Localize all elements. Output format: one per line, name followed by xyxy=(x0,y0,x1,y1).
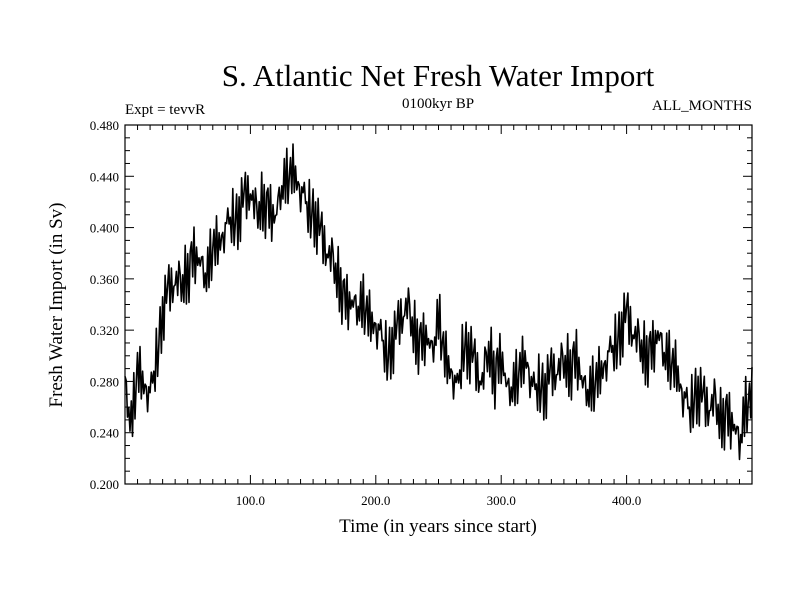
y-tick-label: 0.240 xyxy=(90,426,119,441)
subtitle-right: ALL_MONTHS xyxy=(652,98,752,114)
x-axis-label: Time (in years since start) xyxy=(339,516,537,537)
y-axis-ticks: 0.200 0.240 0.280 0.320 0.360 0.400 0.440 0.480 xyxy=(90,118,752,492)
series-line xyxy=(124,143,753,461)
y-tick-label: 0.400 xyxy=(90,221,119,236)
y-tick-label: 0.200 xyxy=(90,477,119,492)
plot-frame xyxy=(124,124,753,485)
x-tick-label: 300.0 xyxy=(487,493,516,508)
x-tick-label: 400.0 xyxy=(612,493,641,508)
y-tick-label: 0.480 xyxy=(90,118,119,133)
x-axis-ticks: 100.0 200.0 300.0 400.0 xyxy=(137,125,740,508)
y-tick-label: 0.280 xyxy=(90,374,119,389)
y-tick-label: 0.360 xyxy=(90,272,119,287)
x-tick-label: 200.0 xyxy=(361,493,390,508)
subtitle-left: Expt = tevvR xyxy=(125,102,205,118)
chart-title: S. Atlantic Net Fresh Water Import xyxy=(222,58,655,93)
x-tick-label: 100.0 xyxy=(236,493,265,508)
subtitle-center: 0100kyr BP xyxy=(402,96,474,112)
y-tick-label: 0.440 xyxy=(90,169,119,184)
plot-area: 100.0 200.0 300.0 400.0 0.200 0.240 0.280 0.32… xyxy=(90,118,753,508)
y-tick-label: 0.320 xyxy=(90,323,119,338)
y-axis-label: Fresh Water Import (in Sv) xyxy=(46,203,67,408)
